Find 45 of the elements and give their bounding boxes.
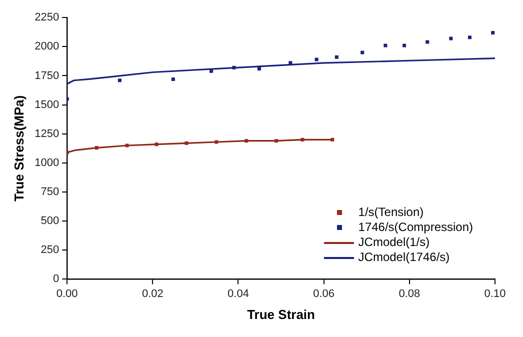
x-tick-label: 0.02 xyxy=(142,288,164,300)
y-tick-label: 1250 xyxy=(34,128,60,140)
y-tick-label: 250 xyxy=(40,244,60,256)
x-tick-label: 0.00 xyxy=(56,288,78,300)
legend-label: 1/s(Tension) xyxy=(358,205,424,220)
legend-label: JCmodel(1/s) xyxy=(358,235,430,250)
point xyxy=(184,141,188,145)
point xyxy=(300,138,304,142)
point xyxy=(426,40,430,44)
x-tick-label: 0.10 xyxy=(484,288,506,300)
point xyxy=(244,139,248,143)
legend-label: 1746/s(Compression) xyxy=(358,220,473,235)
point xyxy=(171,77,175,81)
y-tick-label: 1000 xyxy=(34,156,60,169)
x-tick-label: 0.06 xyxy=(313,288,335,300)
y-tick-label: 0 xyxy=(52,273,60,286)
point xyxy=(449,36,453,40)
x-tick-label: 0.08 xyxy=(398,288,420,300)
x-axis-title: True Strain xyxy=(247,306,316,322)
point xyxy=(330,138,334,142)
point xyxy=(214,140,218,144)
point xyxy=(118,78,122,82)
point xyxy=(468,36,472,40)
y-axis-title: True Stress(MPa) xyxy=(11,95,26,202)
point xyxy=(402,44,406,48)
point xyxy=(232,66,236,70)
point xyxy=(210,69,214,73)
point xyxy=(274,139,278,143)
point xyxy=(94,146,98,150)
y-tick-label: 1750 xyxy=(34,70,60,82)
legend-label: JCmodel(1746/s) xyxy=(358,250,450,265)
point xyxy=(154,142,158,146)
y-tick-label: 2000 xyxy=(34,40,60,53)
x-tick-label: 0.04 xyxy=(228,288,249,300)
point xyxy=(314,58,318,62)
point xyxy=(384,44,388,48)
point xyxy=(257,66,261,71)
y-tick-label: 750 xyxy=(40,186,60,198)
point xyxy=(360,50,364,54)
y-tick-label: 500 xyxy=(40,215,60,228)
point xyxy=(125,144,129,148)
y-tick-label: 2250 xyxy=(34,12,60,24)
point xyxy=(334,55,338,59)
point xyxy=(491,30,495,34)
y-tick-label: 1500 xyxy=(34,98,60,111)
